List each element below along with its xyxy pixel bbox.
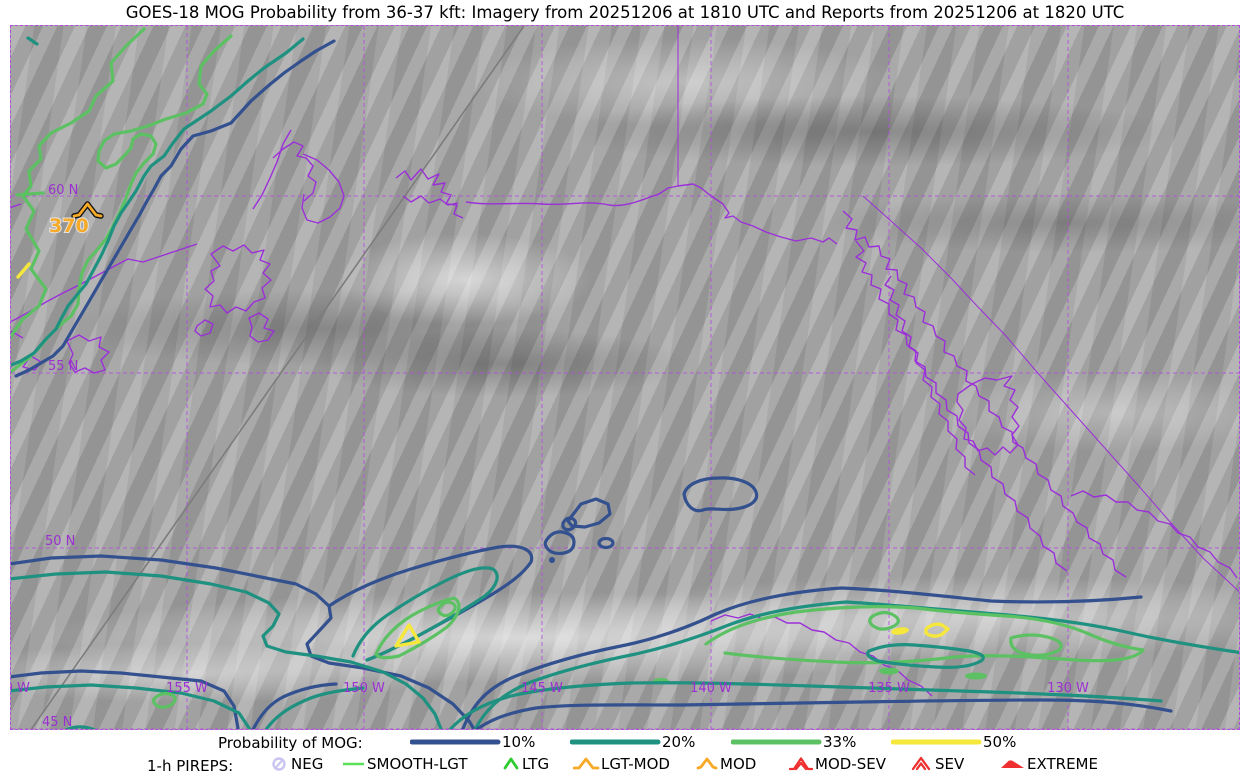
lon-label-130w: 130 W: [1047, 681, 1089, 696]
moderate-severe-icon: [789, 757, 814, 771]
prob-10-line-icon: [410, 739, 501, 745]
graticule-labels: 60 N 55 N 50 N 45 N 160 W 155 W 150 W 14…: [11, 183, 1089, 730]
legend-pirep-extreme: EXTREME: [999, 755, 1098, 773]
light-icon: [503, 757, 519, 770]
legend-mog-title: Probability of MOG:: [218, 734, 363, 752]
lat-label-60n: 60 N: [48, 183, 78, 198]
severe-icon: [911, 756, 931, 771]
legend-pirep-mod-sev: MOD-SEV: [789, 755, 886, 773]
legend-pirep-sev: SEV: [911, 755, 964, 773]
legend-mog: Probability of MOG: 10% 20% 33% 50%: [0, 732, 1250, 754]
graticule: [11, 26, 1239, 729]
legend-pirep-label-ltg: LTG: [522, 755, 550, 773]
legend-pirep-label-sev: SEV: [935, 755, 965, 773]
light-moderate-icon: [573, 757, 600, 770]
lon-label-145w: 145 W: [521, 681, 563, 696]
prob-50-line-icon: [891, 739, 982, 745]
legend-pirep-label-neg: NEG: [291, 755, 324, 773]
legend-pireps-title: 1-h PIREPS:: [147, 757, 234, 775]
satellite-map: 370 60 N 55 N 50 N 45 N 160 W 155 W 150 …: [10, 25, 1240, 730]
legend-pireps: 1-h PIREPS: NEG SMOOTH-LGT LTG LGT-MOD M…: [0, 755, 1250, 777]
extreme-icon: [1001, 760, 1024, 768]
legend-mog-item-20: 20%: [570, 732, 695, 752]
legend-pirep-mod: MOD: [696, 755, 756, 773]
contours-cluster-left: [327, 544, 534, 662]
lon-label-155w: 155 W: [166, 681, 208, 696]
legend-mog-label-10: 10%: [502, 733, 536, 751]
lon-label-160w: 160 W: [11, 681, 30, 696]
terminator-line: [30, 26, 525, 729]
legend-pirep-label-smooth: SMOOTH-LGT: [367, 755, 468, 773]
pirep-flight-level: 370: [49, 215, 89, 237]
contours-bottom-left: [11, 554, 476, 729]
map-overlay: 370 60 N 55 N 50 N 45 N 160 W 155 W 150 …: [11, 26, 1239, 730]
legend-pirep-label-extreme: EXTREME: [1027, 755, 1098, 773]
page-title: GOES-18 MOG Probability from 36-37 kft: …: [125, 3, 1125, 22]
legend-pirep-smooth-lgt: SMOOTH-LGT: [341, 755, 468, 773]
lon-label-135w: 135 W: [868, 681, 910, 696]
map-pirep-moderate-icon: 370: [48, 201, 104, 238]
lon-label-140w: 140 W: [690, 681, 732, 696]
contours-upper-left: [11, 27, 336, 378]
no-turbulence-icon: [272, 757, 286, 771]
lat-label-55n: 55 N: [48, 359, 78, 374]
prob-33-line-icon: [731, 739, 822, 745]
legend-pirep-label-lgt-mod: LGT-MOD: [601, 755, 670, 773]
satellite-imagery: [11, 26, 1239, 729]
lat-label-45n: 45 N: [42, 715, 72, 730]
legend-mog-item-50: 50%: [891, 732, 1016, 752]
legend-pirep-label-mod: MOD: [720, 755, 757, 773]
lat-label-50n: 50 N: [45, 534, 75, 549]
coastlines: [11, 26, 1239, 697]
legend-mog-item-33: 33%: [731, 732, 856, 752]
legend-mog-label-20: 20%: [662, 733, 696, 751]
contours-mid-blobs: [543, 476, 759, 563]
legend-pirep-neg: NEG: [269, 755, 323, 773]
contours-band-right: [448, 586, 1239, 729]
lon-label-150w: 150 W: [343, 681, 385, 696]
legend-pirep-ltg: LTG: [502, 755, 549, 773]
legend-pirep-label-mod-sev: MOD-SEV: [815, 755, 886, 773]
legend-pirep-lgt-mod: LGT-MOD: [573, 755, 670, 773]
legend-mog-label-50: 50%: [983, 733, 1017, 751]
legend-mog-item-10: 10%: [410, 732, 535, 752]
prob-20-line-icon: [570, 739, 661, 745]
legend-mog-label-33: 33%: [823, 733, 857, 751]
moderate-icon: [696, 757, 718, 770]
smooth-light-icon: [343, 762, 364, 766]
